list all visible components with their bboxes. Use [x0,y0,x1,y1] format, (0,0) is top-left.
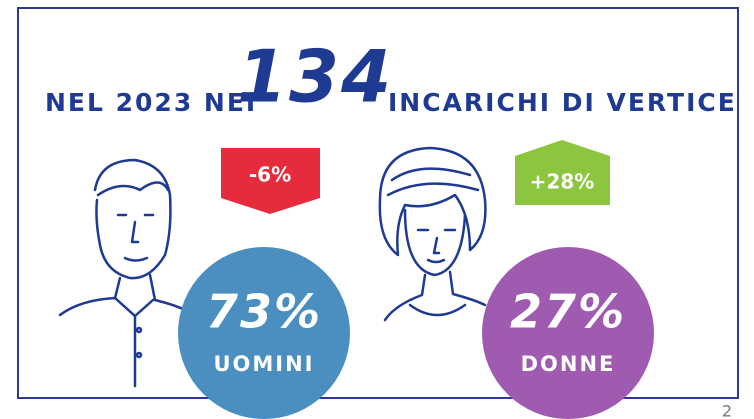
change-label: +28% [530,170,595,194]
change-label: -6% [249,163,291,187]
title-prefix: NEL 2023 NEI [45,88,257,117]
title-number: 134 [237,35,393,119]
percent-label: 27% [510,285,626,339]
infographic: NEL 2023 NEI 134 INCARICHI DI VERTICE -6… [0,0,754,419]
group-label: UOMINI [213,352,314,376]
woman-illustration [380,148,486,320]
percent-label: 73% [206,285,322,339]
group-label: DONNE [521,352,616,376]
man-illustration [60,160,185,386]
page: NEL 2023 NEI 134 INCARICHI DI VERTICE -6… [0,0,754,419]
title-suffix: INCARICHI DI VERTICE [388,88,737,117]
page-number: 2 [722,402,732,419]
